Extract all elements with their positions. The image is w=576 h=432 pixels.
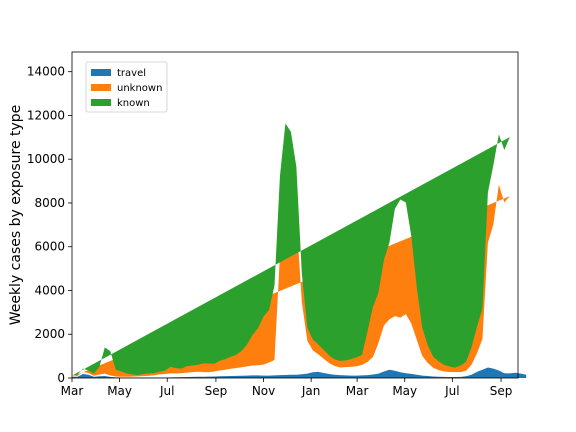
y-tick-label: 8000 [34,196,65,210]
legend-swatch-unknown [91,84,111,91]
legend-swatch-travel [91,69,111,76]
y-tick-label: 14000 [27,65,65,79]
legend: travel unknown known [86,62,167,112]
legend-label-travel: travel [117,68,146,79]
x-tick-label: Jul [159,384,174,398]
x-tick-label: Mar [346,384,369,398]
y-tick-label: 12000 [27,108,65,122]
x-tick-label: Sep [205,384,228,398]
x-tick-label: Nov [252,384,275,398]
y-tick-label: 2000 [34,327,65,341]
y-tick-label: 6000 [34,240,65,254]
y-tick-label: 10000 [27,152,65,166]
legend-swatch-known [91,99,111,106]
y-tick-label: 4000 [34,283,65,297]
x-tick-label: Jan [301,384,321,398]
y-tick-label: 0 [57,371,65,385]
x-tick-label: Mar [61,384,84,398]
legend-label-known: known [117,98,150,109]
x-tick-label: May [107,384,132,398]
x-tick-label: May [392,384,417,398]
x-tick-label: Jul [444,384,459,398]
x-tick-label: Sep [490,384,513,398]
y-axis-label: Weekly cases by exposure type [8,105,24,326]
legend-label-unknown: unknown [117,83,162,94]
